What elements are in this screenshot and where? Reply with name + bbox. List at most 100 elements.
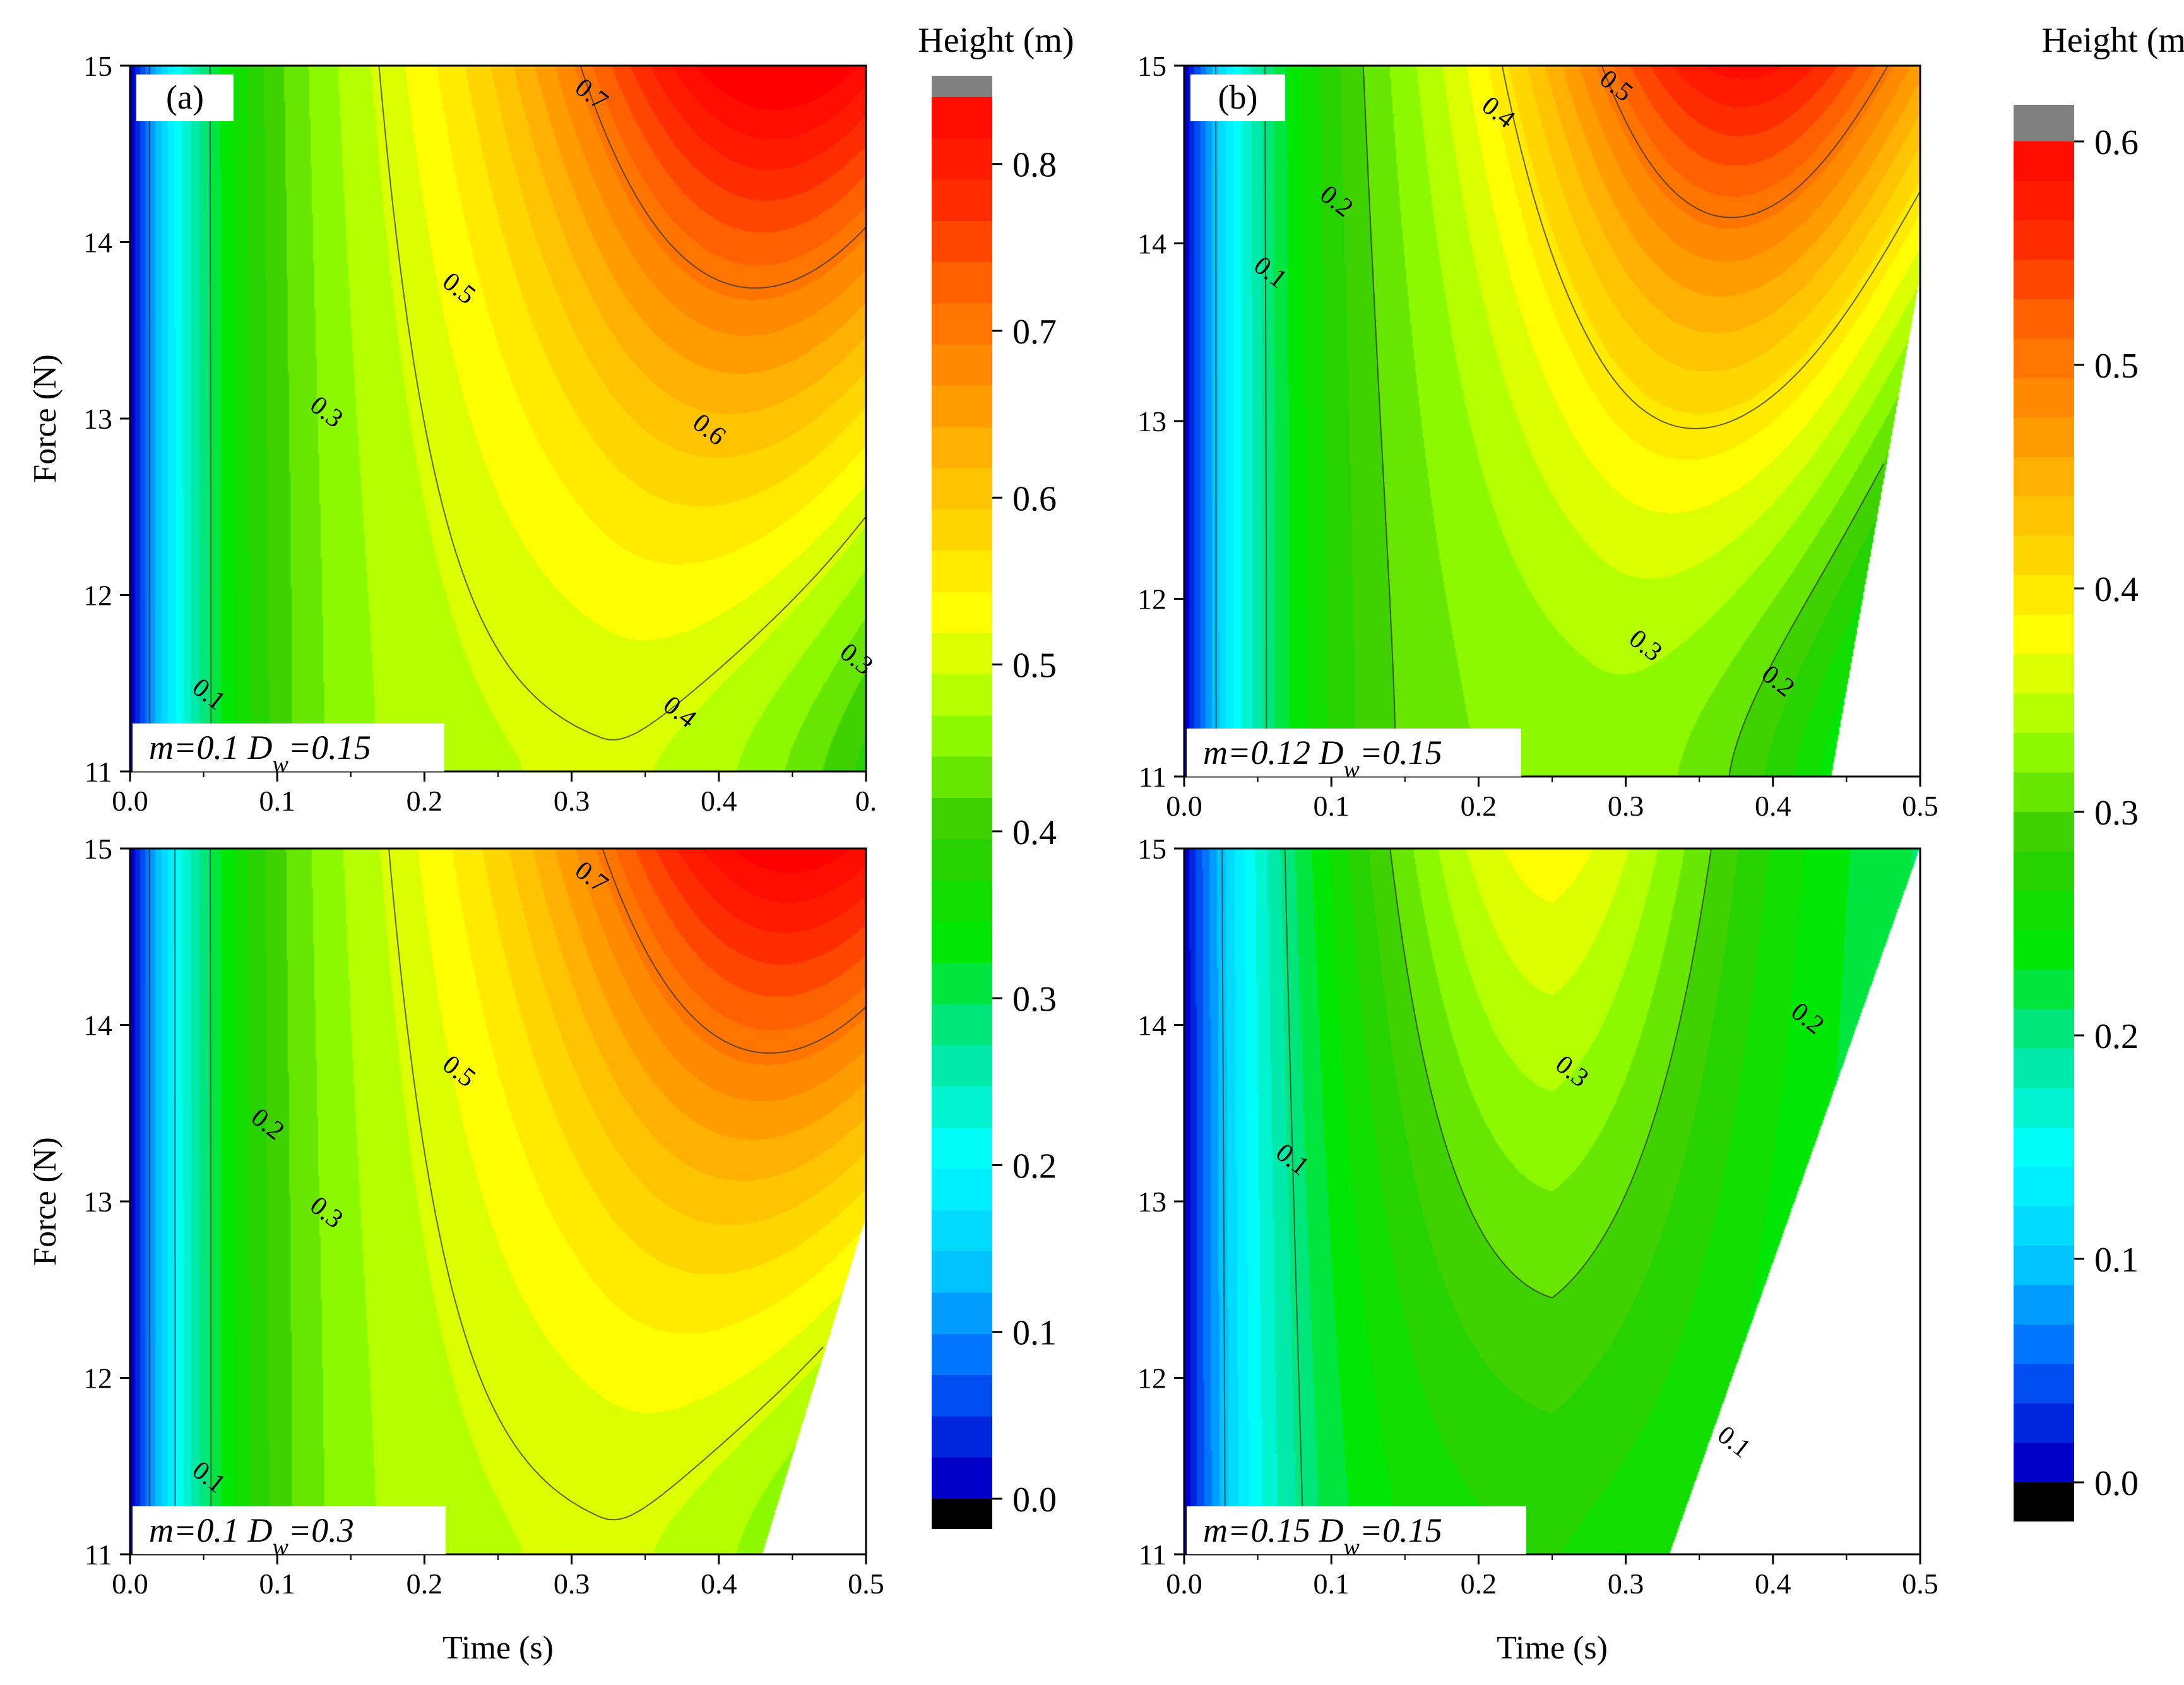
x-tick-label: 0.5	[1902, 1568, 1938, 1600]
contour-lines	[1221, 848, 1712, 1555]
x-tick-label: 0.0	[1166, 790, 1202, 822]
x-tick-label: 0.0	[1166, 1568, 1202, 1600]
x-tick-label: 0.4	[1755, 790, 1791, 822]
y-tick-label: 12	[1137, 1362, 1166, 1395]
contour-line-0.3	[1389, 848, 1712, 1299]
colorbar-ticks: 0.0 0.1 0.2 0.3 0.4 0.5 0.6 0.7 0.8	[992, 146, 1057, 1520]
panel-label: (b)	[1218, 78, 1258, 116]
colorbar-tick-label: 0.1	[1012, 1314, 1057, 1353]
x-tick-label: 0.1	[259, 785, 295, 817]
x-tick-label: 0.2	[407, 1568, 443, 1600]
x-tick-label: 0.2	[1461, 790, 1497, 822]
contour-line-0.4	[1501, 65, 1921, 429]
y-tick-label: 11	[85, 1539, 112, 1571]
colorbar-ticks: 0.0 0.1 0.2 0.3 0.4 0.5 0.6	[2074, 123, 2139, 1503]
condition-box	[133, 1506, 446, 1554]
panel-b: 0.10.20.40.50.30.2 (b) m=0.12 Dw=0.15 0.…	[1137, 50, 1938, 822]
axes: 0.0 0.1 0.2 0.3 0.4 0.5 11 12 13 14 15	[1137, 833, 1938, 1600]
panel-label-box	[136, 74, 234, 121]
x-tick-label: 0.1	[1313, 1568, 1350, 1600]
colorbar-left: Height (m) 0.0 0.1 0.2 0.3 0.4 0.5 0.6 0.7 0.8	[918, 21, 1074, 1529]
condition-text: m=0.1 Dw=0.3	[149, 1511, 354, 1561]
x-axis-label: Time (s)	[442, 1630, 554, 1666]
contour-surface	[1184, 66, 1920, 777]
contour-line-0.5	[378, 65, 867, 741]
colorbar-under	[2014, 1482, 2074, 1521]
contour-surface	[1184, 848, 1920, 1554]
y-tick-label: 14	[1137, 1009, 1166, 1042]
y-tick-label: 14	[83, 1009, 112, 1042]
x-tick-label: 0.1	[259, 1568, 295, 1600]
condition-box	[133, 723, 444, 771]
y-tick-label: 14	[83, 227, 112, 259]
y-tick-label: 11	[85, 756, 112, 788]
contour-line-0.3	[209, 66, 212, 771]
contour-line-0.7	[602, 848, 867, 1054]
y-tick-label: 15	[1137, 50, 1166, 82]
x-tick-label: 0.4	[701, 785, 737, 817]
x-tick-label: 0.3	[554, 785, 590, 817]
contour-line-0.2	[1264, 66, 1267, 777]
axes: 0.0 0.1 0.2 0.3 0.4 0.5 11 12 13 14 15	[1137, 50, 1938, 822]
x-tick-label: 0.3	[554, 1568, 590, 1600]
contour-line-0.1	[1221, 848, 1226, 1554]
colorbar-title: Height (m)	[918, 21, 1074, 60]
condition-text: m=0.15 Dw=0.15	[1203, 1511, 1442, 1561]
x-tick-label: 0.3	[1608, 790, 1644, 822]
colorbar-ramp	[932, 97, 992, 1499]
x-tick-label: 0.	[855, 785, 877, 817]
contour-line-0.5	[1601, 65, 1889, 218]
condition-text: m=0.1 Dw=0.15	[149, 729, 371, 778]
contour-lines	[149, 848, 867, 1554]
contour-lines	[149, 65, 867, 771]
y-tick-label: 12	[83, 580, 112, 612]
colorbar-tick-label: 0.5	[1012, 646, 1057, 686]
y-tick-label: 13	[1137, 1186, 1166, 1218]
colorbar-ramp	[2014, 141, 2074, 1482]
panel-label: (a)	[166, 78, 204, 116]
panel-c: 0.10.20.30.50.7 m=0.1 Dw=0.3 0.0 0.1 0.2 0.…	[27, 833, 884, 1666]
x-tick-label: 0.5	[848, 1568, 884, 1600]
contour-line-0.2	[1284, 848, 1304, 1555]
y-tick-label: 15	[1137, 833, 1166, 865]
x-tick-label: 0.4	[701, 1568, 737, 1600]
colorbar-tick-label: 0.3	[2094, 794, 2139, 833]
y-tick-label: 12	[1137, 583, 1166, 616]
colorbar-tick-label: 0.8	[1012, 146, 1057, 185]
x-tick-label: 0.2	[1461, 1568, 1497, 1600]
y-tick-label: 13	[83, 403, 112, 435]
colorbar-tick-label: 0.4	[1012, 813, 1057, 852]
contour-line-0.3	[1362, 65, 1884, 777]
x-tick-label: 0.1	[1313, 790, 1350, 822]
colorbar-title: Height (m)	[2041, 21, 2184, 60]
contour-line-0.7	[579, 65, 867, 289]
colorbar-under	[932, 1499, 992, 1529]
y-tick-label: 13	[1137, 405, 1166, 438]
colorbar-tick-label: 0.6	[1012, 479, 1057, 518]
y-tick-label: 15	[83, 50, 112, 82]
condition-box	[1187, 1506, 1526, 1554]
x-tick-label: 0.4	[1755, 1568, 1791, 1600]
colorbar-tick-label: 0.7	[1012, 313, 1057, 352]
colorbar-tick-label: 0.0	[1012, 1480, 1057, 1520]
contour-surface	[130, 66, 866, 771]
colorbar-over	[2014, 105, 2074, 141]
condition-box	[1187, 729, 1521, 777]
x-tick-label: 0.5	[1902, 790, 1938, 822]
x-axis-label: Time (s)	[1497, 1630, 1608, 1666]
y-tick-label: 12	[83, 1362, 112, 1395]
colorbar-tick-label: 0.0	[2094, 1464, 2139, 1503]
colorbar-right: Height (m) 0.0 0.1 0.2 0.3 0.4 0.5 0.6	[2014, 21, 2184, 1521]
colorbar-tick-label: 0.2	[1012, 1146, 1057, 1186]
condition-text: m=0.12 Dw=0.15	[1203, 734, 1442, 783]
y-axis-label: Force (N)	[27, 354, 63, 483]
contour-line-0.5	[388, 848, 824, 1521]
y-tick-label: 11	[1139, 1539, 1166, 1571]
panel-d: 0.10.30.20.1 m=0.15 Dw=0.15 0.0 0.1 0.2 0.3…	[1137, 833, 1938, 1666]
colorbar-over	[932, 76, 992, 97]
panel-a: 0.10.30.50.70.60.40.3 (a) m=0.1 Dw=0.15 …	[27, 50, 879, 817]
y-tick-label: 14	[1137, 228, 1166, 260]
axes: 0.0 0.1 0.2 0.3 0.4 0.5 11 12 13 14 15	[83, 833, 884, 1600]
contour-surface	[130, 848, 866, 1554]
colorbar-tick-label: 0.5	[2094, 347, 2139, 386]
